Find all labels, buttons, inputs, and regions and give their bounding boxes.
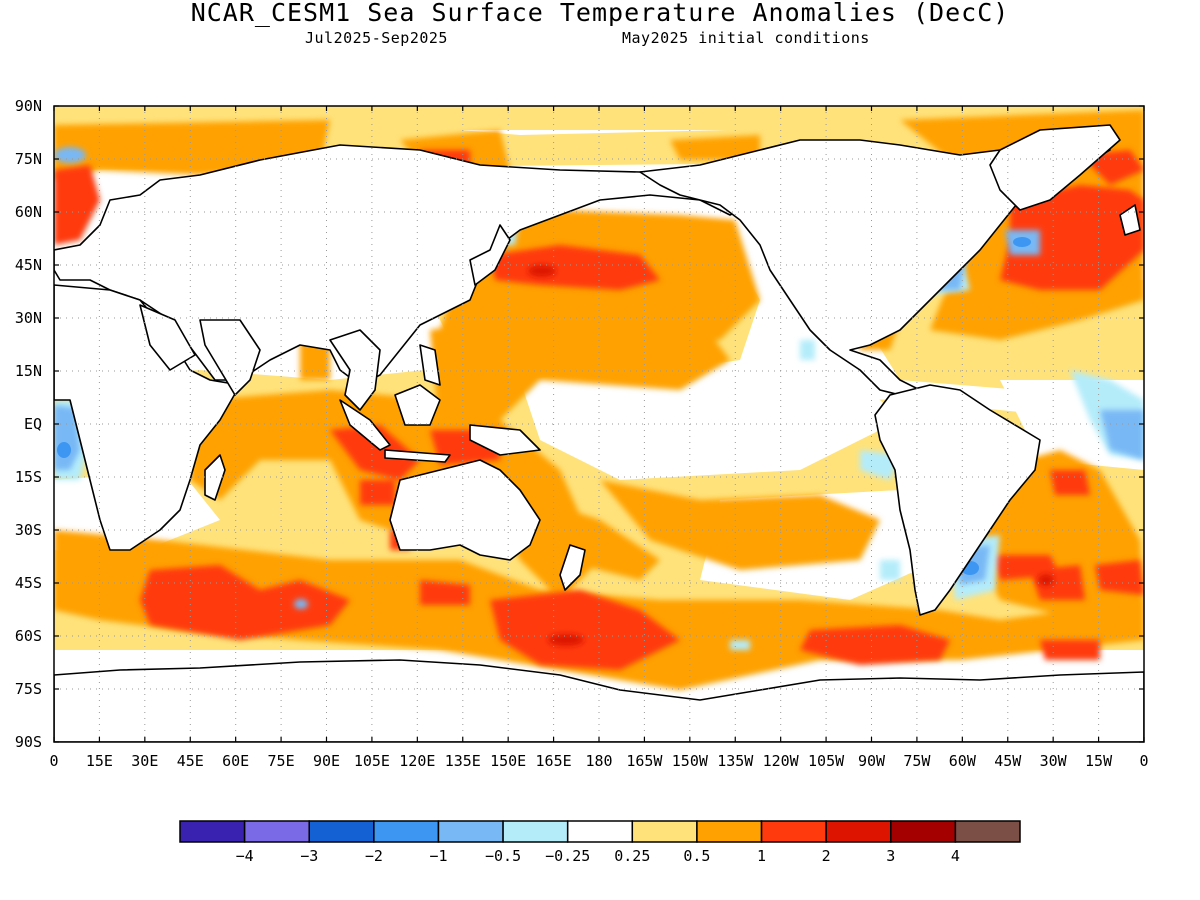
longitude-labels: 0 15E 30E 45E 60E 75E 90E 105E 120E 135E 150E 165E 1… bbox=[49, 752, 1148, 770]
colorbar-swatch bbox=[437, 820, 504, 843]
latitude-label: 60S bbox=[15, 627, 42, 645]
anomaly-field bbox=[54, 106, 1144, 742]
colorbar-label: 0.5 bbox=[683, 847, 710, 865]
colorbar-label: 4 bbox=[951, 847, 960, 865]
colorbar-swatch bbox=[760, 820, 827, 843]
java bbox=[384, 449, 451, 463]
colorbar-label: −0.25 bbox=[545, 847, 590, 865]
colorbar bbox=[179, 820, 1021, 843]
longitude-label: 105E bbox=[354, 752, 390, 770]
colorbar-labels: −4 −3 −2 −1 −0.5 −0.25 0.25 0.5 1 2 3 4 bbox=[236, 847, 960, 865]
longitude-label: 45W bbox=[994, 752, 1022, 770]
latitude-label: 45N bbox=[15, 256, 42, 274]
longitude-label: 90E bbox=[313, 752, 340, 770]
colorbar-swatch bbox=[243, 820, 310, 843]
madagascar bbox=[204, 454, 226, 501]
longitude-label: 135E bbox=[445, 752, 481, 770]
longitude-label: 45E bbox=[177, 752, 204, 770]
philippines bbox=[419, 344, 441, 386]
colorbar-label: 2 bbox=[822, 847, 831, 865]
map-gridlines bbox=[54, 106, 1144, 742]
map-title: NCAR_CESM1 Sea Surface Temperature Anoma… bbox=[190, 0, 1010, 27]
colorbar-label: −4 bbox=[236, 847, 254, 865]
arabia bbox=[139, 304, 196, 371]
latitude-label: EQ bbox=[24, 415, 42, 433]
latitude-label: 15N bbox=[15, 362, 42, 380]
colorbar-swatch bbox=[890, 820, 957, 843]
latitude-labels: 90N 75N 60N 45N 30N 15N EQ 15S 30S 45S 60S 75S 90S bbox=[15, 97, 42, 751]
antarctica bbox=[54, 659, 1144, 742]
colorbar-label: −2 bbox=[365, 847, 383, 865]
forecast-period: Jul2025-Sep2025 bbox=[305, 29, 448, 47]
longitude-label: 90W bbox=[858, 752, 886, 770]
indochina bbox=[329, 329, 381, 411]
longitude-label: 165W bbox=[626, 752, 663, 770]
longitude-label: 135W bbox=[717, 752, 754, 770]
latitude-label: 45S bbox=[15, 574, 42, 592]
borneo bbox=[394, 384, 441, 426]
south-america bbox=[874, 384, 1041, 616]
longitude-label: 15E bbox=[86, 752, 113, 770]
colorbar-swatch bbox=[373, 820, 440, 843]
longitude-label: 75W bbox=[903, 752, 931, 770]
colorbar-swatch bbox=[308, 820, 375, 843]
longitude-label: 0 bbox=[49, 752, 58, 770]
latitude-label: 90S bbox=[15, 733, 42, 751]
longitude-label: 30E bbox=[131, 752, 158, 770]
longitude-label: 105W bbox=[808, 752, 845, 770]
latitude-label: 30N bbox=[15, 309, 42, 327]
colorbar-swatch bbox=[566, 820, 634, 843]
australia bbox=[389, 459, 541, 561]
new-guinea bbox=[469, 424, 541, 456]
colorbar-label: 1 bbox=[757, 847, 766, 865]
longitude-label: 15W bbox=[1085, 752, 1113, 770]
colorbar-label: 0.25 bbox=[614, 847, 650, 865]
sumatra bbox=[339, 399, 391, 451]
longitude-label: 120W bbox=[763, 752, 800, 770]
longitude-label: 30W bbox=[1040, 752, 1068, 770]
strong-warm-anomaly-regions bbox=[54, 150, 1144, 670]
colorbar-swatch bbox=[825, 820, 892, 843]
north-america bbox=[639, 134, 1111, 396]
latitude-label: 90N bbox=[15, 97, 42, 115]
colorbar-swatch bbox=[631, 820, 698, 843]
initial-conditions-label: May2025 initial conditions bbox=[622, 29, 870, 47]
colorbar-swatch bbox=[502, 820, 569, 843]
longitude-label: 180 bbox=[585, 752, 612, 770]
colorbar-swatch bbox=[954, 820, 1021, 843]
latitude-label: 60N bbox=[15, 203, 42, 221]
land-masses bbox=[54, 124, 1144, 742]
greenland bbox=[989, 124, 1121, 211]
longitude-label: 60W bbox=[949, 752, 977, 770]
longitude-label: 120E bbox=[399, 752, 435, 770]
colorbar-label: −1 bbox=[429, 847, 447, 865]
latitude-label: 30S bbox=[15, 521, 42, 539]
longitude-label: 75E bbox=[268, 752, 295, 770]
colorbar-label: 3 bbox=[886, 847, 895, 865]
longitude-label: 150E bbox=[490, 752, 526, 770]
latitude-label: 15S bbox=[15, 468, 42, 486]
longitude-label: 150W bbox=[672, 752, 709, 770]
longitude-label: 165E bbox=[536, 752, 572, 770]
latitude-label: 75N bbox=[15, 150, 42, 168]
latitude-label: 75S bbox=[15, 680, 42, 698]
longitude-label: 60E bbox=[222, 752, 249, 770]
colorbar-swatch bbox=[179, 820, 246, 843]
axis-ticks bbox=[53, 105, 1145, 743]
colorbar-label: −0.5 bbox=[485, 847, 521, 865]
india bbox=[199, 319, 261, 396]
new-zealand bbox=[559, 544, 586, 591]
colorbar-swatch bbox=[696, 820, 763, 843]
colorbar-label: −3 bbox=[300, 847, 318, 865]
japan bbox=[469, 224, 511, 286]
longitude-label: 0 bbox=[1139, 752, 1148, 770]
